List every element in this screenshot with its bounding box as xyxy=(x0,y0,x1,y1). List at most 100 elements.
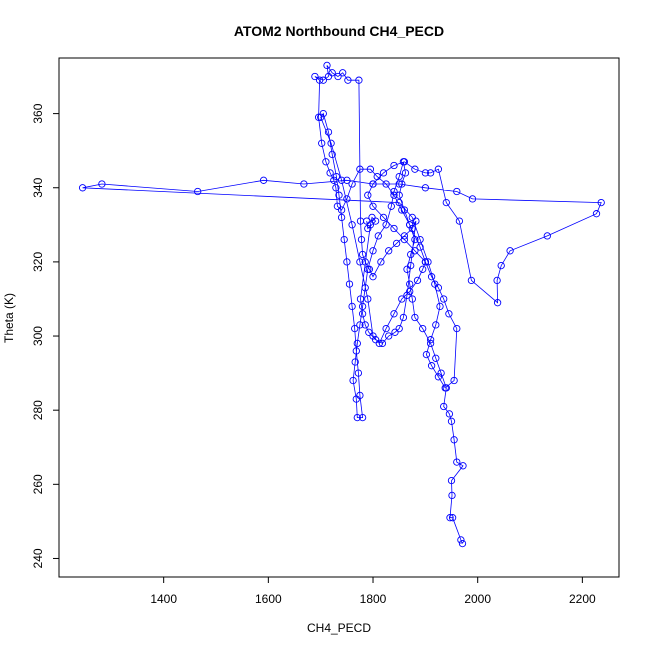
data-point xyxy=(445,410,454,418)
x-tick-label: 2200 xyxy=(569,592,596,606)
data-point xyxy=(448,514,457,522)
data-point xyxy=(343,195,351,203)
data-point xyxy=(412,217,420,225)
data-point xyxy=(421,169,430,177)
data-point xyxy=(324,72,333,81)
data-point xyxy=(326,169,334,177)
y-tick-label: 280 xyxy=(31,400,45,420)
data-point xyxy=(406,280,414,288)
data-point xyxy=(300,180,308,188)
data-point xyxy=(369,247,377,255)
data-point xyxy=(259,176,268,184)
data-point xyxy=(353,339,361,348)
data-point xyxy=(390,161,398,170)
data-point xyxy=(446,514,454,522)
data-point xyxy=(391,328,399,336)
data-point xyxy=(358,413,367,422)
data-point xyxy=(426,169,435,177)
data-point xyxy=(385,247,393,255)
data-point xyxy=(318,139,326,147)
data-point xyxy=(311,72,319,81)
data-point xyxy=(361,321,369,329)
data-point xyxy=(400,235,409,244)
data-point xyxy=(416,243,424,251)
data-point xyxy=(358,302,367,311)
data-point xyxy=(434,165,443,173)
data-point xyxy=(332,184,340,192)
x-tick-label: 1600 xyxy=(255,592,282,606)
data-point xyxy=(366,165,375,173)
data-point xyxy=(432,321,440,329)
data-point xyxy=(407,261,415,270)
data-point xyxy=(493,276,501,285)
data-point xyxy=(356,165,364,173)
y-tick-label: 240 xyxy=(31,548,45,568)
data-point xyxy=(421,258,430,266)
data-point xyxy=(493,299,502,307)
data-point xyxy=(382,221,390,229)
data-point xyxy=(416,235,424,244)
data-point xyxy=(441,384,449,392)
chart-title: ATOM2 Northbound CH4_PECD xyxy=(234,23,444,39)
data-point xyxy=(437,369,445,377)
data-point xyxy=(337,206,346,214)
data-point xyxy=(432,354,440,362)
y-axis-label: Theta (K) xyxy=(2,293,16,343)
data-point xyxy=(348,302,356,311)
data-point xyxy=(395,191,403,199)
data-point xyxy=(371,217,380,225)
data-point xyxy=(427,362,436,370)
y-tick-label: 340 xyxy=(31,177,45,197)
data-point xyxy=(411,247,419,255)
data-point xyxy=(387,202,395,210)
data-point xyxy=(327,139,335,147)
data-point xyxy=(597,198,605,207)
data-point xyxy=(395,172,403,181)
data-point xyxy=(356,258,364,266)
data-point xyxy=(436,302,444,311)
data-point xyxy=(413,276,422,285)
data-point xyxy=(356,295,365,303)
data-point xyxy=(334,72,342,81)
data-point xyxy=(424,258,432,266)
data-point xyxy=(348,221,356,229)
data-point xyxy=(395,180,403,188)
data-point xyxy=(447,476,456,485)
data-point xyxy=(349,376,357,385)
data-point xyxy=(419,324,427,333)
data-point xyxy=(332,172,341,181)
data-point xyxy=(592,210,601,218)
data-point xyxy=(344,76,352,84)
data-point xyxy=(468,195,477,203)
data-point xyxy=(440,402,448,411)
data-point xyxy=(382,324,390,333)
data-point xyxy=(457,536,465,544)
data-point xyxy=(355,76,363,84)
data-point xyxy=(374,232,382,240)
data-point xyxy=(458,539,467,548)
data-point xyxy=(353,413,361,422)
y-tick-label: 360 xyxy=(31,103,45,123)
data-point xyxy=(406,287,414,296)
x-tick-label: 1400 xyxy=(150,592,177,606)
data-point xyxy=(390,187,398,196)
data-point xyxy=(426,336,435,344)
data-point xyxy=(319,76,327,84)
data-point xyxy=(361,284,369,292)
data-point xyxy=(400,206,409,214)
data-point xyxy=(371,336,380,344)
data-point xyxy=(339,69,347,77)
data-point xyxy=(506,247,514,255)
data-point xyxy=(434,373,443,381)
data-point xyxy=(390,191,398,199)
data-point xyxy=(543,232,551,240)
data-point xyxy=(375,339,383,348)
data-point xyxy=(401,169,410,177)
data-point xyxy=(408,295,416,303)
data-point xyxy=(406,221,414,229)
data-point xyxy=(455,217,464,225)
data-point xyxy=(422,350,431,359)
data-point xyxy=(411,313,419,322)
data-point xyxy=(343,258,351,266)
data-point xyxy=(364,295,372,303)
